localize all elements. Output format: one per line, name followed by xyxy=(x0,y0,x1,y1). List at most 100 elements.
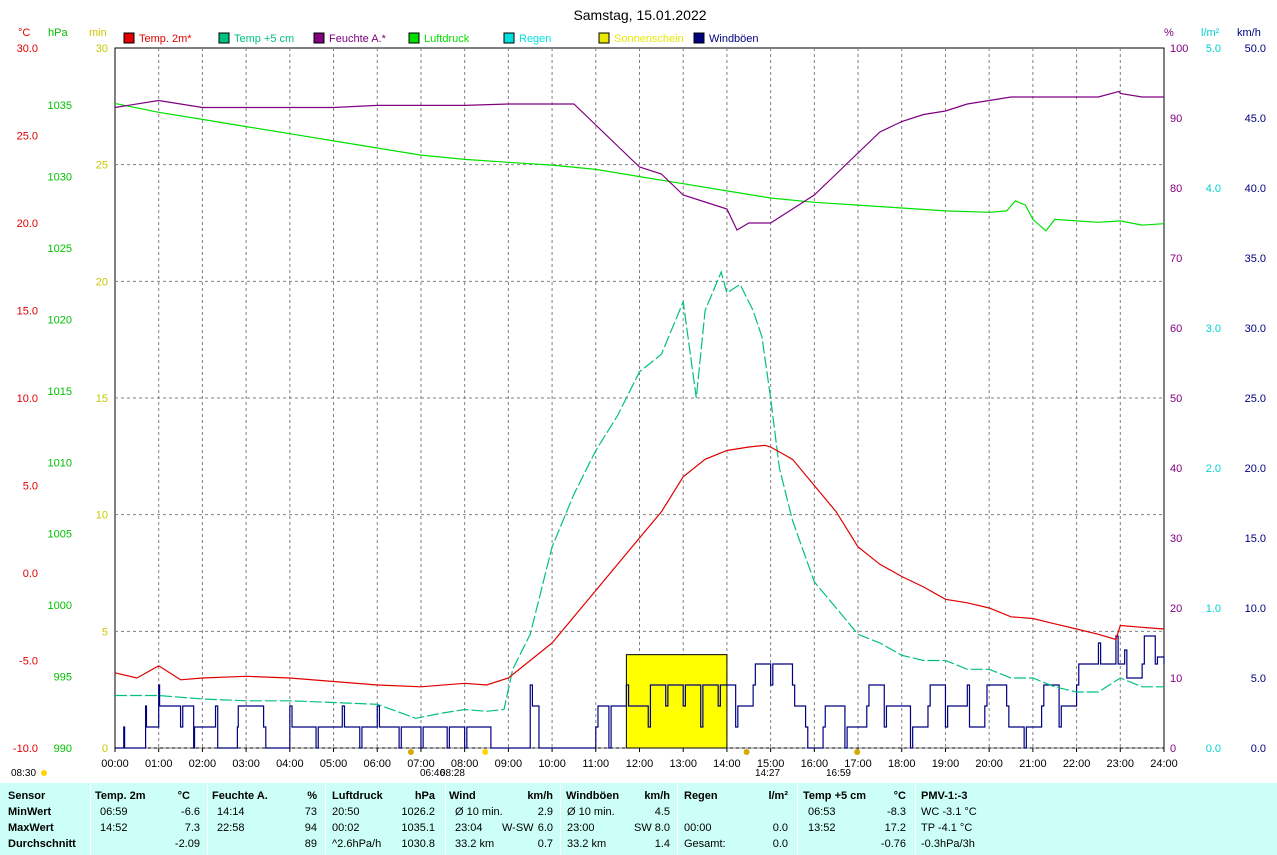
legend-label: Sonnenschein xyxy=(614,33,684,45)
stats-time: 13:52 xyxy=(808,822,836,834)
humidity-unit-label: % xyxy=(1164,27,1174,39)
stats-column-divider xyxy=(797,783,798,855)
rain-axis-tick: 4.0 xyxy=(1206,183,1221,195)
sunshine-axis-tick: 10 xyxy=(96,510,108,522)
temp-axis-tick: 30.0 xyxy=(17,43,38,55)
stats-pmv: WC -3.1 °C xyxy=(921,806,977,818)
stats-column-divider xyxy=(915,783,916,855)
stats-header: Temp. 2m xyxy=(95,790,146,802)
x-axis-tick: 15:00 xyxy=(757,758,785,770)
x-axis-tick: 07:00 xyxy=(407,758,435,770)
x-axis-tick: 03:00 xyxy=(232,758,260,770)
legend-label: Temp +5 cm xyxy=(234,33,294,45)
humidity-axis-tick: 60 xyxy=(1170,323,1182,335)
pressure-axis-tick: 1035 xyxy=(48,100,72,112)
stats-header: Sensor xyxy=(8,790,46,802)
series-line-luftdruck xyxy=(115,103,1165,232)
pressure-unit-label: hPa xyxy=(48,27,68,39)
temp-unit-label: °C xyxy=(18,27,30,39)
stats-value: 0.0 xyxy=(772,838,788,850)
x-axis-tick: 05:00 xyxy=(320,758,348,770)
temp-axis-tick: -10.0 xyxy=(13,743,38,755)
humidity-axis-tick: 10 xyxy=(1170,673,1182,685)
x-axis-tick: 08:00 xyxy=(451,758,479,770)
stats-time: 20:50 xyxy=(332,806,360,818)
x-axis-tick: 13:00 xyxy=(669,758,697,770)
wind-axis-tick: 15.0 xyxy=(1245,533,1266,545)
pressure-axis-tick: 1005 xyxy=(48,529,72,541)
stats-header: l/m² xyxy=(768,790,788,802)
x-axis-tick: 16:00 xyxy=(801,758,829,770)
legend-label: Feuchte A.* xyxy=(329,33,387,45)
wind-axis-tick: 45.0 xyxy=(1245,113,1266,125)
x-axis-tick: 21:00 xyxy=(1019,758,1047,770)
wind-axis-tick: 25.0 xyxy=(1245,393,1266,405)
stats-column-divider xyxy=(445,783,446,855)
stats-pmv: TP -4.1 °C xyxy=(921,822,973,834)
pressure-axis-tick: 995 xyxy=(54,672,72,684)
sunshine-axis-tick: 30 xyxy=(96,43,108,55)
rain-axis-tick: 2.0 xyxy=(1206,463,1221,475)
stats-time: 00:00 xyxy=(684,822,712,834)
marker-label: 08:30 xyxy=(11,768,36,779)
stats-value: 17.2 xyxy=(884,822,906,834)
stats-pmv: -0.3hPa/3h xyxy=(921,838,975,850)
wind-axis-tick: 40.0 xyxy=(1245,183,1266,195)
grid xyxy=(115,48,1164,749)
stats-header: km/h xyxy=(644,790,670,802)
stats-value: 0.7 xyxy=(537,838,553,850)
legend-swatch xyxy=(408,32,420,44)
marker-label: 14:27 xyxy=(755,768,780,779)
stats-time: 14:14 xyxy=(217,806,245,818)
stats-column-divider xyxy=(560,783,561,855)
pressure-axis-tick: 1020 xyxy=(48,314,72,326)
legend-swatch xyxy=(693,32,705,44)
wind-axis-tick: 30.0 xyxy=(1245,323,1266,335)
sunshine-axis-tick: 15 xyxy=(96,393,108,405)
stats-header: PMV-1:-3 xyxy=(921,790,968,802)
stats-column-divider xyxy=(325,783,326,855)
marker-dot xyxy=(854,749,861,755)
marker-dot xyxy=(41,770,47,776)
sunshine-bar xyxy=(625,654,728,749)
stats-header: % xyxy=(307,790,317,802)
x-axis-tick: 01:00 xyxy=(145,758,173,770)
stats-column-divider xyxy=(207,783,208,855)
stats-value: 4.5 xyxy=(654,806,670,818)
rain-unit-label: l/m² xyxy=(1201,27,1220,39)
wind-unit-label: km/h xyxy=(1237,27,1261,39)
legend-label: Windböen xyxy=(709,33,759,45)
x-axis-tick: 12:00 xyxy=(626,758,654,770)
chart-title: Samstag, 15.01.2022 xyxy=(573,7,706,23)
x-axis-tick: 20:00 xyxy=(975,758,1003,770)
pressure-axis-tick: 1015 xyxy=(48,386,72,398)
stats-time: 00:02 xyxy=(332,822,360,834)
x-axis-tick: 02:00 xyxy=(189,758,217,770)
stats-value: 1026.2 xyxy=(401,806,435,818)
stats-header: Luftdruck xyxy=(332,790,383,802)
wind-axis-tick: 35.0 xyxy=(1245,253,1266,265)
x-axis-tick: 06:00 xyxy=(363,758,391,770)
series-lines xyxy=(114,90,1165,749)
stats-value: 2.9 xyxy=(537,806,553,818)
humidity-axis-tick: 80 xyxy=(1170,183,1182,195)
stats-value: 0.0 xyxy=(772,822,788,834)
humidity-axis-tick: 40 xyxy=(1170,463,1182,475)
sunshine-axis-tick: 0 xyxy=(102,743,108,755)
temp-axis-tick: 5.0 xyxy=(23,481,38,493)
stats-value: -8.3 xyxy=(887,806,906,818)
rain-axis-tick: 1.0 xyxy=(1206,603,1221,615)
temp-axis-tick: 15.0 xyxy=(17,306,38,318)
stats-time: 06:59 xyxy=(100,806,128,818)
stats-header: Temp +5 cm xyxy=(803,790,867,802)
pressure-axis-tick: 1030 xyxy=(48,172,72,184)
marker-dot xyxy=(482,749,489,755)
marker-label: 08:28 xyxy=(440,768,465,779)
temp-axis-tick: 20.0 xyxy=(17,218,38,230)
legend-swatch xyxy=(218,32,230,44)
sunshine-bars xyxy=(625,654,728,749)
wind-axis-tick: 50.0 xyxy=(1245,43,1266,55)
stats-value: 73 xyxy=(304,806,317,818)
stats-header: °C xyxy=(893,790,906,802)
stats-time: Ø 10 min. xyxy=(567,806,615,818)
